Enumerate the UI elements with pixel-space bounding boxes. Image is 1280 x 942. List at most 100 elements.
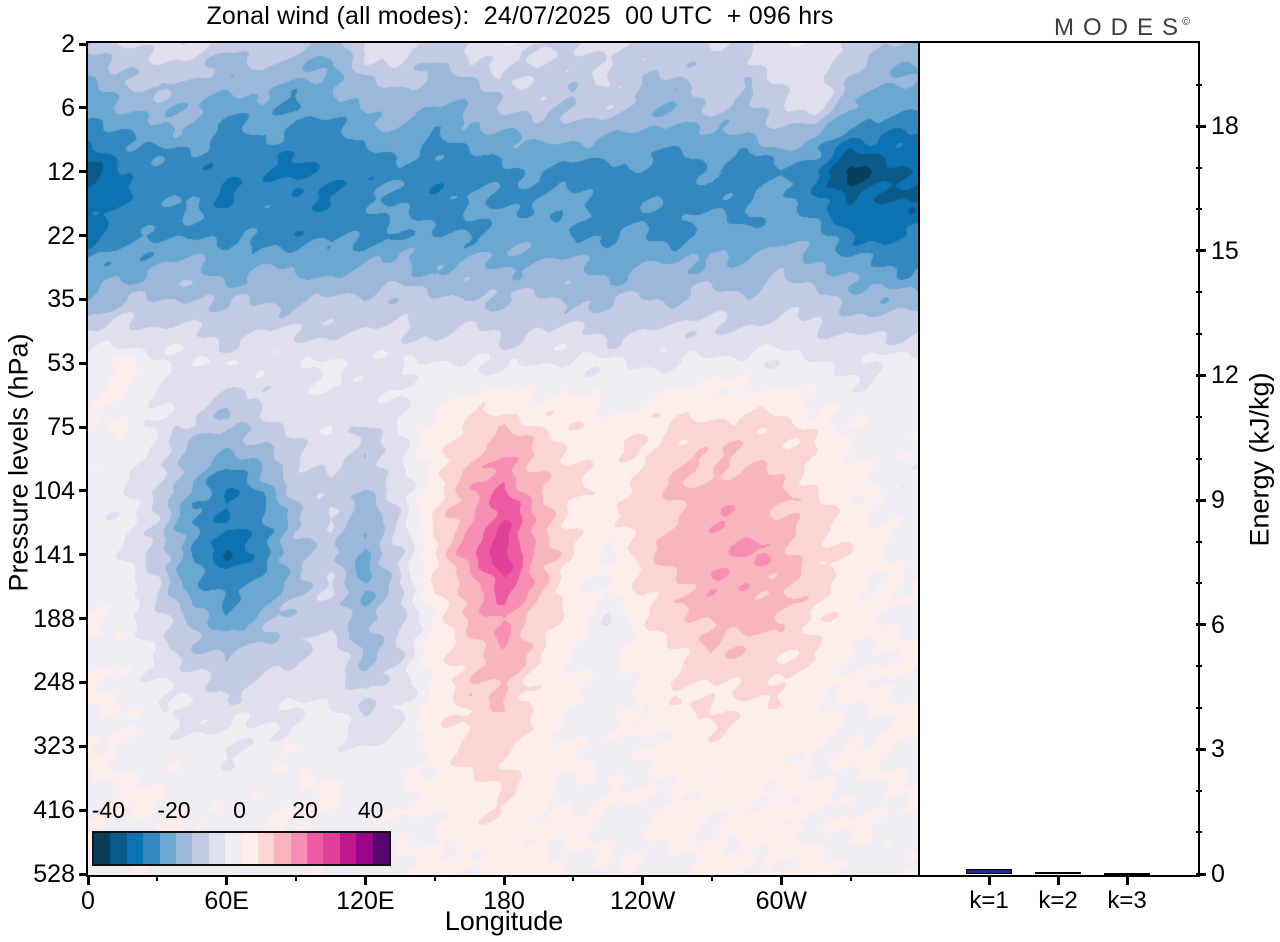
pressure-tick — [79, 42, 88, 46]
pressure-tick-label: 188 — [33, 604, 75, 633]
energy-minor-tick — [1196, 582, 1202, 585]
energy-minor-tick — [1196, 166, 1202, 169]
colorbar-tick-label: 40 — [357, 797, 384, 823]
energy-tick-label: 18 — [1211, 112, 1239, 141]
colorbar-tick-label: -40 — [91, 797, 125, 823]
pressure-tick — [79, 680, 88, 684]
colorbar — [92, 831, 391, 866]
pressure-tick-label: 12 — [47, 157, 75, 186]
colorbar-segment — [126, 833, 144, 864]
longitude-tick — [779, 875, 783, 885]
copyright-icon: © — [1182, 16, 1191, 28]
modes-logo-text: MODES — [1054, 14, 1188, 41]
energy-tick — [1196, 498, 1206, 502]
energy-tick-label: 12 — [1211, 361, 1239, 390]
energy-bar-label: k=2 — [1038, 887, 1078, 914]
pressure-tick — [79, 170, 88, 174]
colorbar-segment — [372, 833, 390, 864]
energy-bar — [1104, 873, 1150, 875]
energy-minor-tick — [1196, 831, 1202, 834]
longitude-tick-label: 120W — [610, 887, 676, 915]
longitude-minor-tick — [433, 875, 436, 881]
energy-minor-tick — [1196, 415, 1202, 418]
colorbar-tick-label: -20 — [157, 797, 191, 823]
colorbar-segment — [94, 833, 111, 864]
longitude-tick — [641, 875, 645, 885]
longitude-tick-label: 0 — [81, 887, 95, 915]
energy-bar — [1035, 872, 1081, 874]
pressure-tick-label: 141 — [33, 540, 75, 569]
pressure-tick-label: 22 — [47, 221, 75, 250]
colorbar-segment — [110, 833, 127, 864]
longitude-minor-tick — [295, 875, 297, 881]
energy-bar — [966, 869, 1012, 874]
pressure-tick-label: 416 — [33, 796, 75, 825]
energy-tick — [1196, 872, 1206, 876]
longitude-tick-label: 60W — [755, 887, 808, 915]
energy-bar-label: k=3 — [1107, 887, 1147, 914]
colorbar-segment — [143, 833, 160, 864]
longitude-axis-title: Longitude — [444, 906, 564, 936]
pressure-tick — [79, 617, 88, 621]
pressure-tick-label: 35 — [47, 285, 75, 314]
pressure-tick — [79, 489, 88, 493]
pressure-tick-label: 248 — [33, 668, 75, 697]
longitude-tick — [86, 875, 90, 885]
energy-axis-title: Energy (kJ/kg) — [1244, 372, 1275, 547]
pressure-tick-label: 2 — [61, 30, 75, 58]
longitude-minor-tick — [156, 875, 159, 881]
energy-tick — [1196, 124, 1206, 128]
energy-minor-tick — [1196, 706, 1202, 709]
chart-title: Zonal wind (all modes): 24/07/2025 00 UT… — [206, 2, 834, 30]
energy-tick-label: 3 — [1211, 735, 1225, 764]
pressure-tick-label: 528 — [33, 860, 75, 888]
energy-minor-tick — [1196, 789, 1202, 792]
pressure-tick-label: 104 — [33, 476, 75, 505]
longitude-tick-label: 180 — [483, 887, 525, 915]
longitude-tick — [363, 875, 367, 885]
colorbar-tick-label: 0 — [233, 797, 246, 823]
pressure-tick — [79, 425, 88, 429]
pressure-tick — [79, 297, 88, 301]
energy-tick-label: 15 — [1211, 236, 1239, 265]
pressure-tick — [79, 234, 88, 238]
energy-minor-tick — [1196, 665, 1202, 668]
energy-minor-tick — [1196, 291, 1202, 294]
colorbar-segment — [192, 833, 209, 864]
longitude-tick-label: 60E — [204, 887, 249, 915]
longitude-tick — [225, 875, 229, 885]
longitude-tick-label: 120E — [336, 887, 395, 915]
energy-minor-tick — [1196, 208, 1202, 211]
energy-tick — [1196, 747, 1206, 751]
colorbar-segment — [323, 833, 340, 864]
energy-minor-tick — [1196, 540, 1202, 543]
energy-tick — [1196, 623, 1206, 627]
colorbar-segment — [241, 833, 258, 864]
pressure-tick-label: 6 — [61, 93, 75, 122]
colorbar-segment — [339, 833, 357, 864]
zonal-wind-contour-field — [88, 43, 920, 875]
colorbar-segment — [356, 833, 373, 864]
energy-bar-tick — [1125, 875, 1129, 885]
modes-logo: MODES© — [1054, 14, 1190, 42]
energy-minor-tick — [1196, 83, 1202, 86]
pressure-tick-label: 323 — [33, 732, 75, 761]
colorbar-segment — [225, 833, 242, 864]
energy-bar-tick — [1056, 875, 1060, 885]
energy-tick-label: 9 — [1211, 486, 1225, 515]
pressure-tick — [79, 106, 88, 110]
pressure-tick — [79, 361, 88, 365]
pressure-tick — [79, 872, 88, 876]
energy-tick — [1196, 249, 1206, 253]
pressure-tick — [79, 808, 88, 812]
energy-tick — [1196, 373, 1206, 377]
energy-bar-tick — [987, 875, 991, 885]
pressure-tick — [79, 744, 88, 748]
energy-tick-label: 6 — [1211, 610, 1225, 639]
colorbar-segment — [274, 833, 291, 864]
energy-minor-tick — [1196, 332, 1202, 335]
colorbar-segment — [257, 833, 275, 864]
longitude-minor-tick — [711, 875, 713, 881]
colorbar-segment — [290, 833, 308, 864]
